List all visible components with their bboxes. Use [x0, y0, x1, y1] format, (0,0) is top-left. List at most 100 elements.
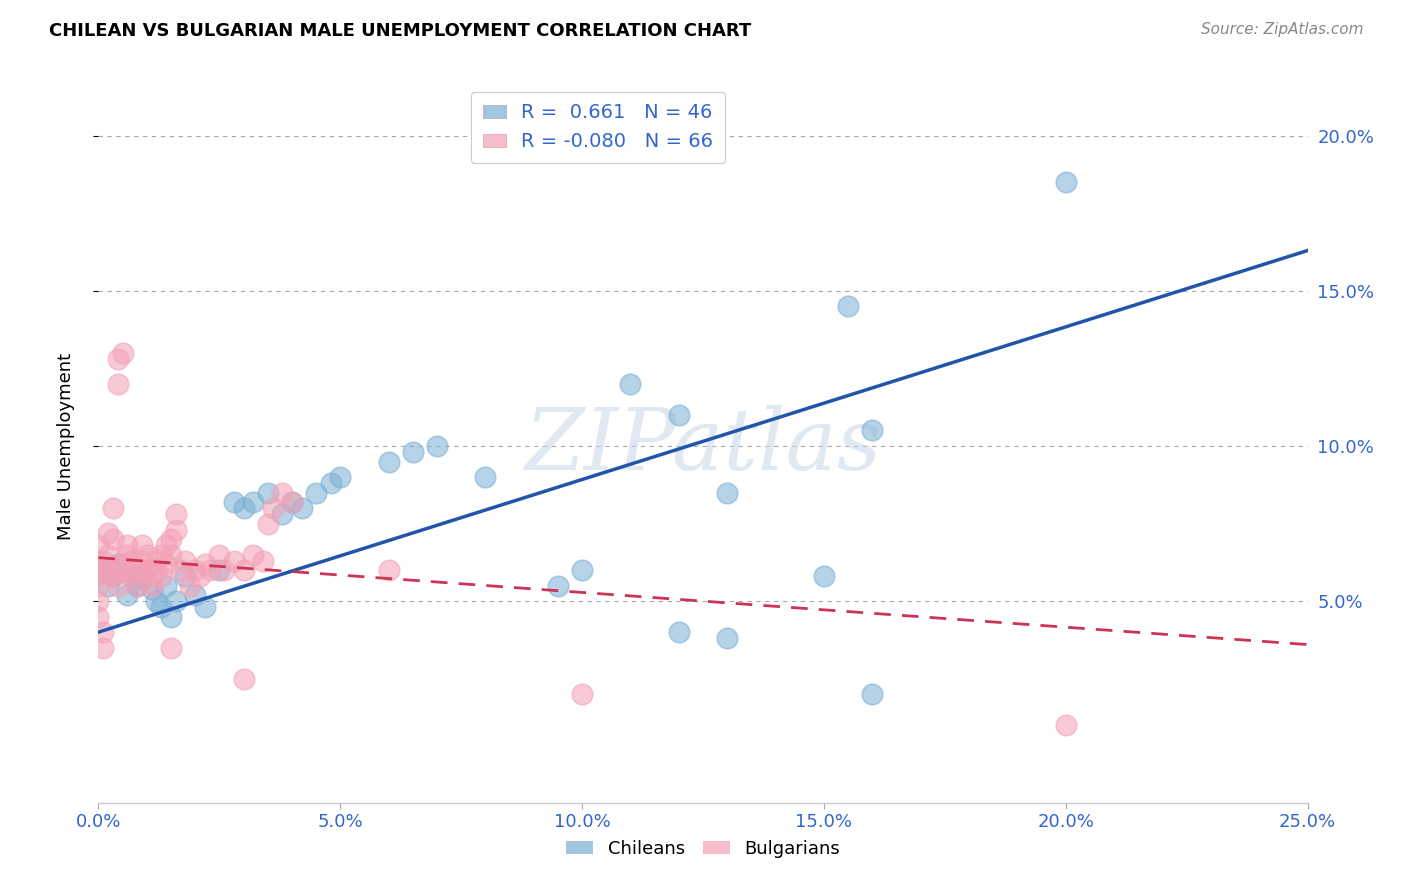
Point	[668, 625, 690, 640]
Point	[97, 525, 120, 540]
Text: ZIPatlas: ZIPatlas	[524, 405, 882, 487]
Point	[150, 569, 173, 583]
Text: Source: ZipAtlas.com: Source: ZipAtlas.com	[1201, 22, 1364, 37]
Point	[111, 563, 134, 577]
Y-axis label: Male Unemployment: Male Unemployment	[56, 352, 75, 540]
Point	[91, 554, 114, 568]
Point	[91, 625, 114, 640]
Point	[111, 557, 134, 571]
Point	[101, 532, 124, 546]
Point	[155, 579, 177, 593]
Point	[150, 548, 173, 562]
Point	[87, 538, 110, 552]
Point	[837, 299, 859, 313]
Point	[160, 548, 183, 562]
Point	[97, 579, 120, 593]
Point	[208, 548, 231, 562]
Point	[547, 579, 569, 593]
Point	[87, 569, 110, 583]
Point	[145, 594, 167, 608]
Point	[426, 439, 449, 453]
Point	[135, 548, 157, 562]
Point	[377, 563, 399, 577]
Point	[131, 573, 153, 587]
Point	[860, 424, 883, 438]
Point	[212, 563, 235, 577]
Point	[169, 563, 191, 577]
Point	[160, 532, 183, 546]
Point	[222, 554, 245, 568]
Point	[256, 516, 278, 531]
Point	[256, 485, 278, 500]
Point	[145, 554, 167, 568]
Point	[232, 563, 254, 577]
Point	[117, 588, 139, 602]
Point	[91, 563, 114, 577]
Text: CHILEAN VS BULGARIAN MALE UNEMPLOYMENT CORRELATION CHART: CHILEAN VS BULGARIAN MALE UNEMPLOYMENT C…	[49, 22, 751, 40]
Point	[121, 554, 143, 568]
Point	[131, 538, 153, 552]
Point	[179, 579, 201, 593]
Point	[135, 563, 157, 577]
Point	[1054, 718, 1077, 732]
Point	[242, 495, 264, 509]
Point	[111, 346, 134, 360]
Point	[198, 563, 221, 577]
Point	[242, 548, 264, 562]
Point	[319, 476, 342, 491]
Point	[131, 554, 153, 568]
Point	[174, 569, 197, 583]
Point	[474, 470, 496, 484]
Point	[141, 579, 163, 593]
Point	[107, 376, 129, 391]
Point	[121, 569, 143, 583]
Point	[222, 495, 245, 509]
Point	[290, 501, 312, 516]
Point	[101, 569, 124, 583]
Point	[107, 352, 129, 367]
Point	[860, 687, 883, 701]
Point	[716, 485, 738, 500]
Point	[813, 569, 835, 583]
Point	[262, 501, 284, 516]
Point	[87, 579, 110, 593]
Point	[402, 445, 425, 459]
Point	[271, 508, 294, 522]
Point	[101, 501, 124, 516]
Point	[135, 563, 157, 577]
Point	[571, 687, 593, 701]
Point	[107, 579, 129, 593]
Point	[184, 563, 207, 577]
Point	[232, 672, 254, 686]
Point	[155, 557, 177, 571]
Point	[281, 495, 304, 509]
Point	[127, 579, 149, 593]
Point	[160, 640, 183, 655]
Point	[117, 538, 139, 552]
Point	[91, 640, 114, 655]
Point	[174, 554, 197, 568]
Point	[165, 508, 187, 522]
Point	[619, 376, 641, 391]
Point	[281, 495, 304, 509]
Point	[571, 563, 593, 577]
Point	[117, 548, 139, 562]
Point	[165, 523, 187, 537]
Point	[141, 582, 163, 596]
Point	[377, 454, 399, 468]
Point	[194, 600, 217, 615]
Point	[111, 563, 134, 577]
Point	[97, 563, 120, 577]
Point	[232, 501, 254, 516]
Point	[668, 408, 690, 422]
Point	[107, 563, 129, 577]
Point	[1054, 175, 1077, 189]
Point	[252, 554, 274, 568]
Point	[271, 485, 294, 500]
Point	[329, 470, 352, 484]
Point	[121, 569, 143, 583]
Point	[184, 588, 207, 602]
Point	[188, 569, 211, 583]
Point	[87, 563, 110, 577]
Point	[87, 594, 110, 608]
